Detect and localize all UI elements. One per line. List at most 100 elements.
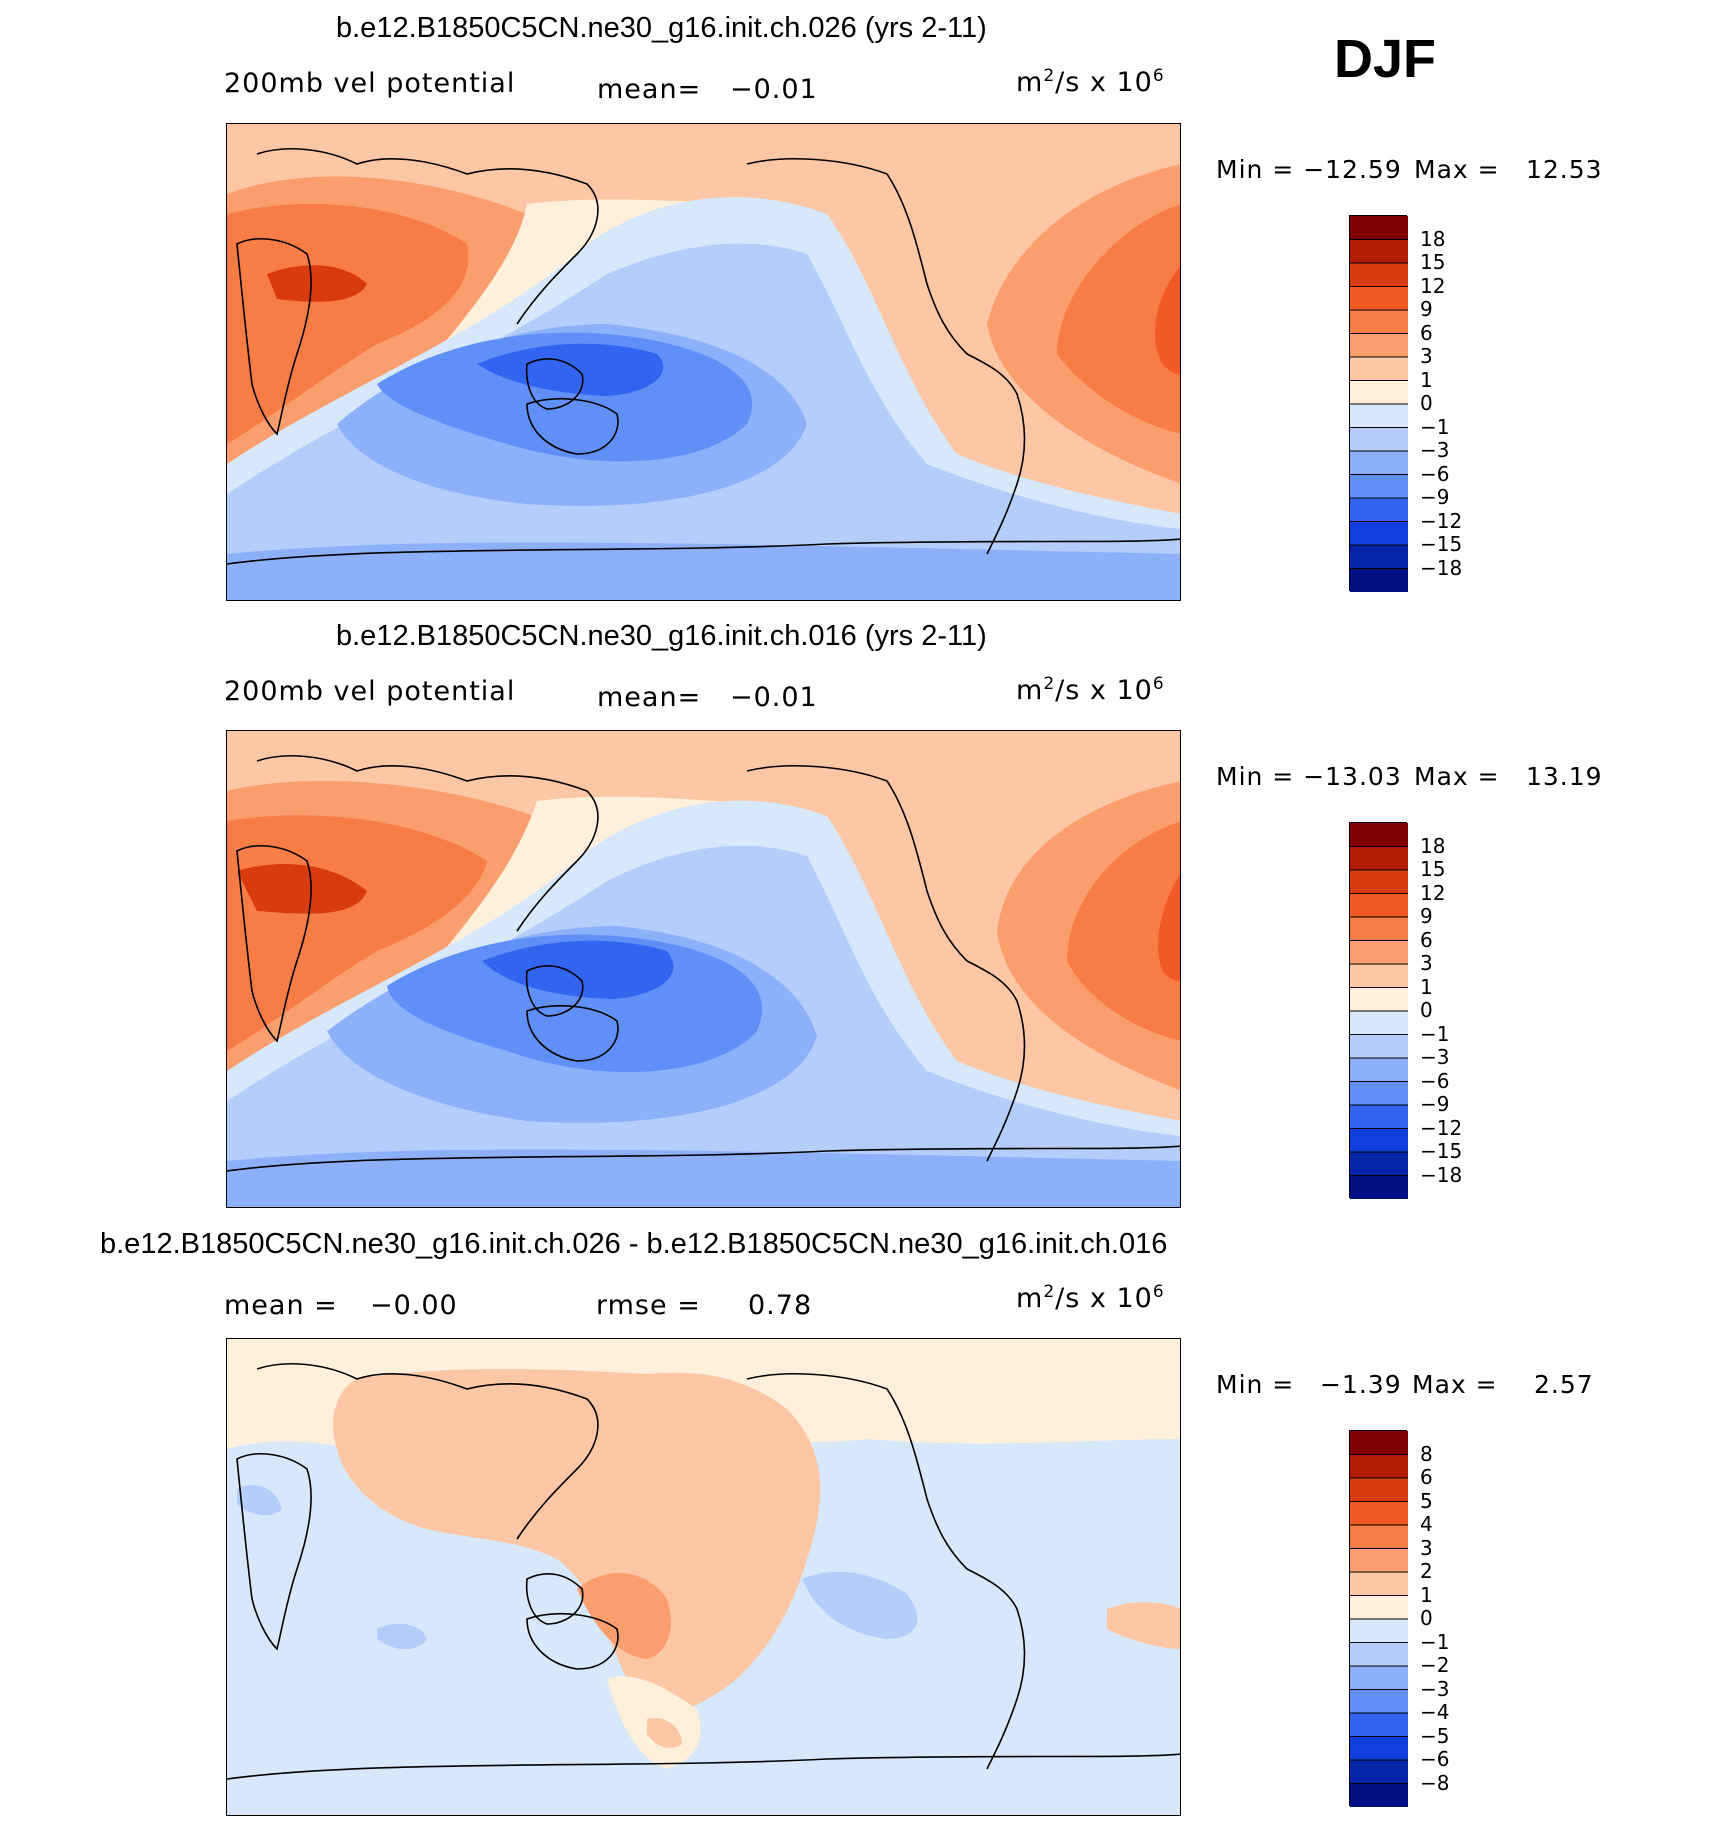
panel-1-title: b.e12.B1850C5CN.ne30_g16.init.ch.026 (yr… bbox=[336, 12, 987, 44]
colorbar-tick-label: −9 bbox=[1420, 485, 1450, 509]
colorbar-cell bbox=[1350, 1081, 1408, 1106]
south-america-coast bbox=[966, 960, 1026, 1162]
colorbar-cell bbox=[1350, 1642, 1408, 1667]
colorbar-tick-label: 5 bbox=[1420, 1488, 1433, 1513]
colorbar-tick-label: −6 bbox=[1420, 1068, 1450, 1093]
panel-1-min: Min = −12.59 bbox=[1216, 155, 1402, 184]
panel-2-map bbox=[226, 730, 1181, 1208]
colorbar-cell bbox=[1350, 568, 1408, 592]
colorbar-tick-label: 6 bbox=[1420, 1465, 1433, 1489]
colorbar-cell bbox=[1350, 1689, 1408, 1714]
colorbar-cell bbox=[1350, 893, 1408, 918]
panel-2-mean-value: −0.01 bbox=[730, 682, 818, 713]
colorbar-tick-label: 3 bbox=[1420, 1535, 1433, 1560]
panel-1-units: m2/s x 106 bbox=[1016, 66, 1165, 98]
colorbar-cell bbox=[1350, 1783, 1408, 1807]
colorbar-tick-label: 6 bbox=[1420, 320, 1433, 345]
colorbar-tick-label: 9 bbox=[1420, 904, 1433, 928]
north-america-coast bbox=[746, 765, 968, 962]
colorbar-cell bbox=[1350, 1548, 1408, 1573]
panel-2-mean-label: mean= bbox=[597, 682, 702, 713]
colorbar-tick-label: 9 bbox=[1420, 297, 1433, 321]
panel-3-max-value: 2.57 bbox=[1534, 1370, 1594, 1399]
south-america-coast bbox=[966, 353, 1026, 555]
panel-3-rmse-value: 0.78 bbox=[748, 1290, 813, 1321]
coastlines bbox=[227, 755, 1180, 1172]
colorbar-cell bbox=[1350, 474, 1408, 499]
positive-max-middle-east bbox=[237, 863, 367, 914]
colorbar-tick-label: −4 bbox=[1420, 1700, 1450, 1724]
colorbar-cell bbox=[1350, 1525, 1408, 1549]
colorbar-tick-label: 2 bbox=[1420, 1559, 1433, 1583]
panel-3-min-label: Min = bbox=[1216, 1370, 1295, 1399]
colorbar-tick-label: −3 bbox=[1420, 1676, 1450, 1701]
colorbar-cell bbox=[1350, 239, 1408, 264]
negative-antarctic bbox=[227, 542, 1180, 600]
panel-3-rmse-label: rmse = bbox=[596, 1290, 701, 1321]
colorbar-cell bbox=[1350, 940, 1408, 965]
colorbar-tick-label: −9 bbox=[1420, 1092, 1450, 1116]
colorbar-tick-label: −1 bbox=[1420, 414, 1450, 439]
eurasia-coast bbox=[256, 1363, 599, 1540]
positive-asia-region bbox=[333, 1369, 821, 1710]
colorbar-cell bbox=[1350, 380, 1408, 405]
maritime-continent-coast bbox=[525, 1573, 584, 1625]
maritime-continent-coast bbox=[525, 358, 584, 410]
positive-max-atlantic bbox=[1158, 874, 1180, 981]
colorbar-tick-label: 0 bbox=[1420, 1606, 1433, 1630]
negative-max-maritime bbox=[477, 343, 664, 396]
colorbar-cell bbox=[1350, 1478, 1408, 1502]
panel-2-colorbar bbox=[1349, 822, 1408, 1199]
colorbar-cell bbox=[1350, 1501, 1408, 1526]
positive-south-blob bbox=[647, 1718, 682, 1748]
south-america-coast bbox=[966, 1568, 1026, 1770]
colorbar-cell bbox=[1350, 451, 1408, 475]
colorbar-tick-label: 3 bbox=[1420, 951, 1433, 975]
panel-2-min: Min = −13.03 bbox=[1216, 762, 1402, 791]
season-label: DJF bbox=[1334, 29, 1437, 89]
colorbar-cell bbox=[1350, 1011, 1408, 1035]
positive-max-maritime bbox=[577, 1572, 671, 1659]
colorbar-tick-label: −18 bbox=[1420, 555, 1463, 580]
colorbar-tick-label: 15 bbox=[1420, 250, 1446, 274]
colorbar-tick-label: 12 bbox=[1420, 273, 1446, 298]
eurasia-coast bbox=[256, 148, 599, 325]
colorbar-cell bbox=[1350, 1175, 1408, 1199]
colorbar-cell bbox=[1350, 545, 1408, 569]
colorbar-cell bbox=[1350, 1595, 1408, 1620]
colorbar-tick-label: −15 bbox=[1420, 532, 1463, 556]
colorbar-cell bbox=[1350, 1713, 1408, 1737]
colorbar-tick-label: −6 bbox=[1420, 461, 1450, 486]
colorbar-tick-label: −15 bbox=[1420, 1139, 1463, 1163]
positive-max-middle-east bbox=[267, 265, 367, 302]
maritime-continent-coast bbox=[525, 965, 584, 1017]
colorbar-cell bbox=[1350, 286, 1408, 311]
colorbar-tick-label: 18 bbox=[1420, 226, 1446, 251]
colorbar-cell bbox=[1350, 1619, 1408, 1643]
colorbar-cell bbox=[1350, 964, 1408, 988]
colorbar-cell bbox=[1350, 427, 1408, 452]
colorbar-cell bbox=[1350, 1572, 1408, 1596]
north-america-coast bbox=[746, 1373, 968, 1570]
colorbar-cell bbox=[1350, 216, 1408, 240]
australia-coast bbox=[526, 1005, 619, 1062]
colorbar-cell bbox=[1350, 1736, 1408, 1761]
negative-antarctic bbox=[227, 1149, 1180, 1207]
africa-coast bbox=[236, 238, 312, 436]
panel-2-max-label: Max = bbox=[1414, 762, 1500, 791]
colorbar-cell bbox=[1350, 1666, 1408, 1690]
colorbar-cell bbox=[1350, 846, 1408, 871]
panel-1-mean-label: mean= bbox=[597, 74, 702, 105]
panel-1-max-label: Max = bbox=[1414, 155, 1500, 184]
negative-indian-blob bbox=[377, 1623, 427, 1650]
panel-2-units: m2/s x 106 bbox=[1016, 674, 1165, 706]
negative-pacific-blob bbox=[802, 1571, 918, 1639]
positive-core-africa bbox=[227, 204, 469, 444]
antarctica-coast bbox=[227, 1145, 1180, 1172]
negative-europe-blob bbox=[237, 1485, 282, 1516]
australia-coast bbox=[526, 1613, 619, 1670]
africa-coast bbox=[236, 1453, 312, 1651]
positive-core-atlantic bbox=[1057, 204, 1180, 434]
colorbar-cell bbox=[1350, 404, 1408, 428]
panel-3-mean-label: mean = bbox=[224, 1290, 338, 1321]
